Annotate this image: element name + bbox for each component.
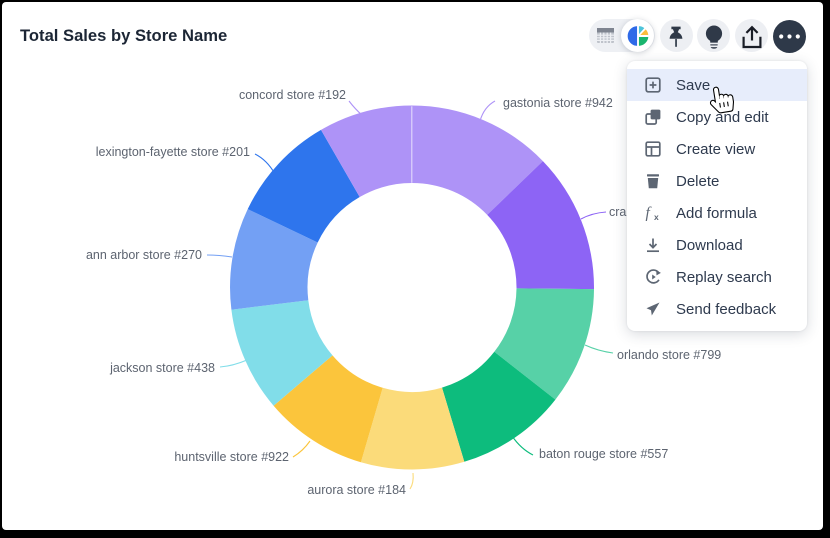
svg-text:x: x: [654, 212, 659, 221]
svg-text:f: f: [646, 205, 653, 221]
